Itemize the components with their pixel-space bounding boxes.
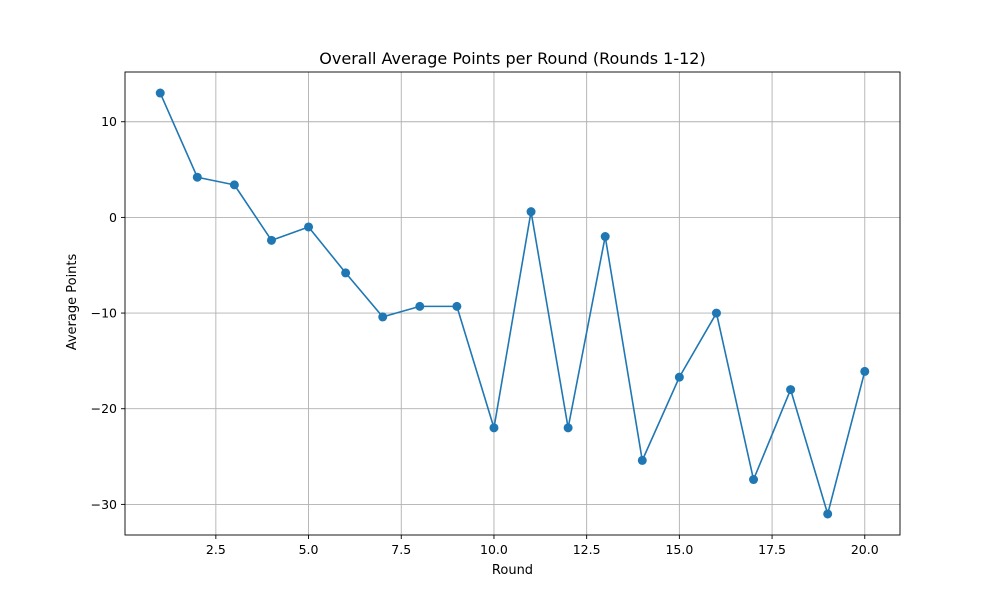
data-point	[452, 301, 462, 311]
y-axis-label: Average Points	[65, 253, 80, 350]
data-point	[304, 222, 314, 232]
data-point	[823, 509, 833, 519]
x-tick-label: 15.0	[665, 542, 693, 557]
chart-title: Overall Average Points per Round (Rounds…	[319, 49, 705, 68]
data-point	[600, 232, 610, 242]
x-tick-label: 12.5	[573, 542, 601, 557]
data-point	[378, 312, 388, 322]
data-point	[563, 423, 573, 433]
data-point	[786, 385, 796, 395]
data-point	[674, 372, 684, 382]
y-tick-label: 10	[101, 114, 117, 129]
x-tick-label: 2.5	[206, 542, 226, 557]
data-point	[155, 88, 165, 98]
plot-frame	[124, 71, 901, 536]
data-point	[749, 475, 759, 485]
y-tick-label: −10	[91, 306, 117, 321]
data-point	[637, 455, 647, 465]
y-tick-label: −30	[91, 497, 117, 512]
grid-lines	[125, 72, 900, 535]
x-tick-label: 17.5	[758, 542, 786, 557]
data-series	[155, 88, 870, 519]
series-line	[159, 92, 866, 515]
data-point	[266, 235, 276, 245]
data-point	[526, 207, 536, 217]
x-tick-label: 10.0	[480, 542, 508, 557]
x-tick-label: 5.0	[299, 542, 319, 557]
x-tick-label: 7.5	[391, 542, 411, 557]
data-point	[192, 172, 202, 182]
data-point	[489, 423, 499, 433]
y-tick-label: −20	[91, 401, 117, 416]
data-point	[341, 268, 351, 278]
data-point	[860, 366, 870, 376]
data-point	[415, 301, 425, 311]
axis-ticks: 2.5 5.0 7.5 10.0 12.5 15.0 17.5 20.0 −30 −20 −10 0 1…	[91, 114, 879, 557]
data-point	[229, 180, 239, 190]
y-tick-label: 0	[109, 210, 117, 225]
x-tick-label: 20.0	[851, 542, 879, 557]
x-axis-label: Round	[492, 563, 533, 578]
data-point	[711, 308, 721, 318]
